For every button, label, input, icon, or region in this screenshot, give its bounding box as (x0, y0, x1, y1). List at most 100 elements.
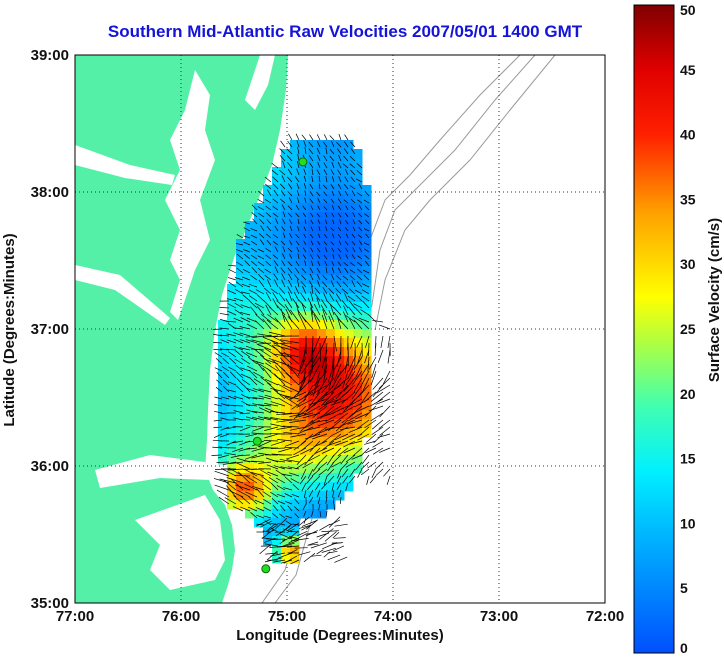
velocity-cell (317, 320, 327, 330)
velocity-vector (349, 155, 356, 162)
velocity-cell (317, 167, 327, 177)
velocity-vector (358, 219, 363, 225)
velocity-vector (302, 342, 307, 363)
velocity-vector (221, 366, 230, 372)
velocity-vector (257, 248, 265, 253)
velocity-cell (362, 212, 372, 222)
velocity-cell (335, 365, 345, 375)
velocity-cell (353, 356, 363, 366)
velocity-cell (218, 329, 228, 339)
velocity-vector (368, 342, 370, 357)
velocity-vector (249, 370, 258, 379)
velocity-vector (215, 358, 223, 365)
velocity-vector (239, 426, 251, 432)
velocity-vector (323, 169, 328, 176)
velocity-vector (281, 204, 286, 211)
velocity-cell (317, 239, 327, 249)
velocity-cell (272, 509, 282, 519)
velocity-cell (218, 365, 228, 375)
velocity-cell (317, 410, 327, 420)
velocity-cell (236, 329, 246, 339)
velocity-vector (364, 248, 370, 253)
velocity-vector (233, 345, 244, 351)
velocity-vector (338, 154, 342, 162)
velocity-vector (266, 189, 272, 197)
velocity-cell (227, 392, 237, 402)
velocity-vector (328, 370, 335, 390)
velocity-cell (245, 320, 255, 330)
velocity-vector (267, 382, 279, 393)
velocity-cell (326, 248, 336, 258)
velocity-cell (254, 338, 264, 348)
velocity-vector (264, 426, 279, 431)
velocity-cell (281, 536, 291, 546)
velocity-cell (281, 257, 291, 267)
velocity-vector (216, 461, 230, 463)
velocity-cell (290, 536, 300, 546)
velocity-vector (256, 488, 265, 498)
velocity-cell (335, 410, 345, 420)
velocity-vector (239, 347, 251, 351)
velocity-vector (375, 468, 384, 476)
velocity-vector (326, 454, 335, 466)
velocity-vector (241, 291, 251, 295)
velocity-vector (279, 339, 300, 344)
velocity-vector (342, 275, 349, 281)
velocity-vector (253, 348, 265, 358)
velocity-vector (311, 285, 314, 295)
velocity-cell (218, 374, 228, 384)
velocity-cell (344, 473, 354, 483)
velocity-vector (369, 475, 377, 484)
velocity-vector (344, 134, 349, 141)
velocity-vector (286, 155, 293, 162)
velocity-vector (244, 253, 251, 260)
velocity-cell (281, 527, 291, 537)
velocity-vector (321, 314, 328, 330)
velocity-vector (345, 454, 356, 463)
x-tick-label: 72:00 (586, 608, 624, 625)
velocity-cell (335, 482, 345, 492)
velocity-cell (335, 383, 345, 393)
velocity-cell (263, 536, 273, 546)
velocity-vector (336, 281, 342, 288)
velocity-cell (317, 185, 327, 195)
velocity-cell (290, 437, 300, 447)
velocity-vector (330, 241, 335, 246)
velocity-vector (348, 475, 356, 484)
velocity-vector (265, 552, 279, 555)
velocity-cell (353, 158, 363, 168)
velocity-vector (284, 447, 300, 449)
velocity-vector (243, 227, 251, 232)
velocity-cell (254, 275, 264, 285)
velocity-vector (325, 226, 328, 232)
velocity-vector (226, 426, 237, 430)
velocity-vector (333, 496, 335, 505)
velocity-vector (356, 268, 363, 274)
velocity-vector (284, 493, 293, 498)
velocity-vector (266, 319, 279, 330)
velocity-vector (337, 489, 342, 498)
velocity-cell (290, 203, 300, 213)
velocity-vector (241, 358, 251, 365)
velocity-cell (218, 455, 228, 465)
velocity-vector (268, 331, 286, 337)
velocity-vector (219, 327, 230, 330)
velocity-cell (344, 230, 354, 240)
velocity-vector (330, 184, 335, 190)
velocity-cell (236, 338, 246, 348)
velocity-cell (263, 419, 273, 429)
velocity-vector (353, 356, 363, 370)
velocity-vector (252, 403, 265, 407)
velocity-vector (335, 288, 342, 295)
velocity-cell (245, 491, 255, 501)
velocity-vector (228, 467, 244, 477)
velocity-cell (326, 293, 336, 303)
velocity-vector (352, 226, 356, 232)
velocity-vectors (211, 133, 391, 565)
velocity-vector (309, 162, 314, 169)
velocity-vector (344, 292, 349, 302)
velocity-vector (351, 280, 356, 288)
velocity-vector (328, 516, 341, 528)
velocity-vector (313, 314, 321, 330)
velocity-vector (285, 515, 293, 519)
